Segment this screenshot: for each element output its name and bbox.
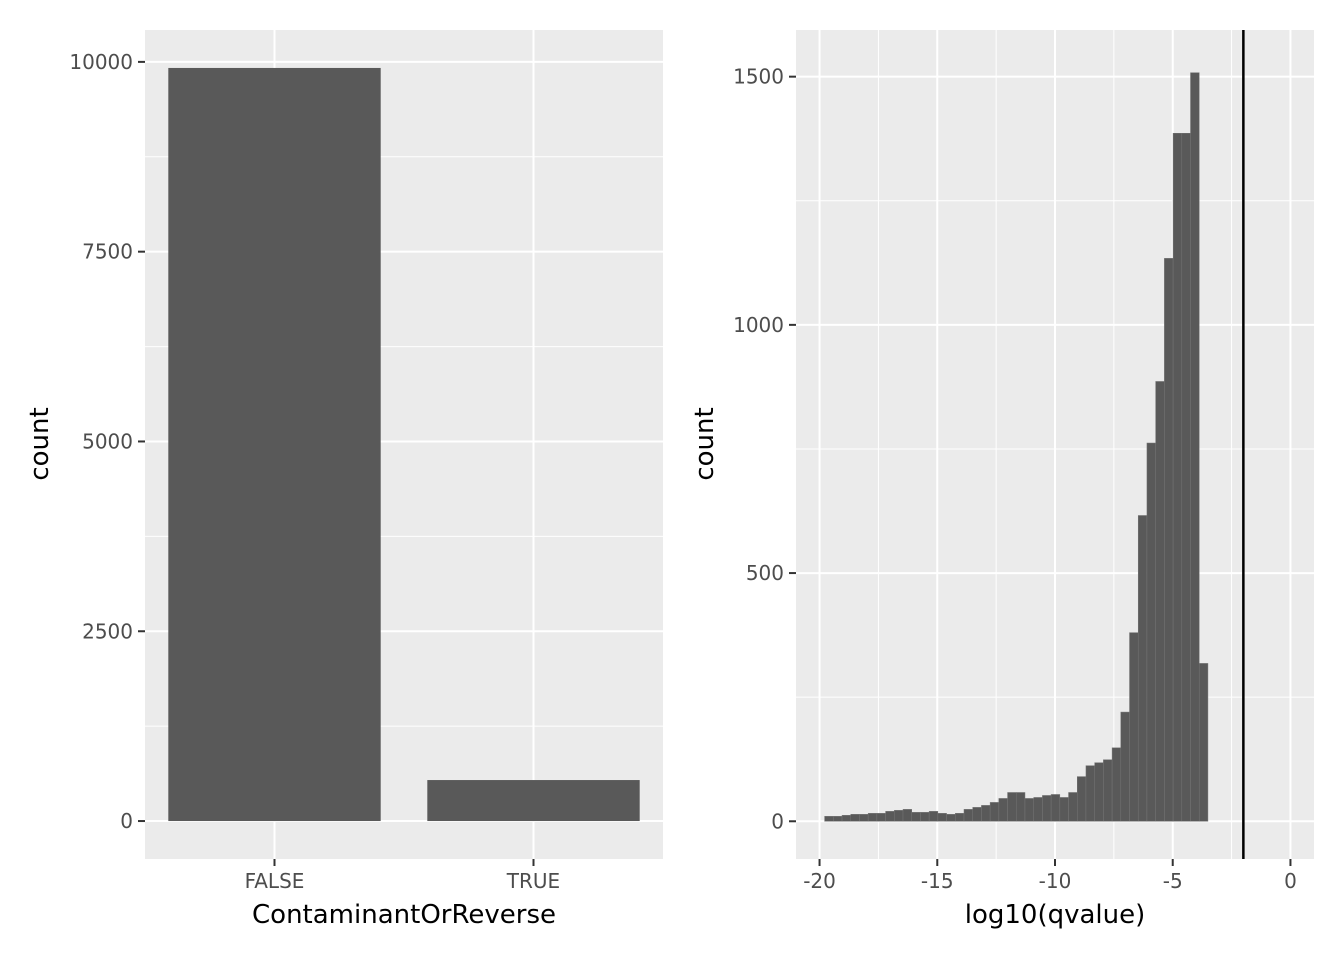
- histogram-bin: [1155, 381, 1165, 822]
- x-tick-label: -20: [803, 869, 836, 893]
- histogram-bin: [946, 814, 956, 822]
- y-tick-label: 0: [771, 809, 784, 833]
- y-axis-ticks: 0 2500 5000 7500 10000: [69, 50, 145, 833]
- histogram-bin: [850, 814, 860, 822]
- x-axis-title: log10(qvalue): [965, 900, 1146, 930]
- histogram-bin: [885, 811, 895, 822]
- histogram-bin: [1068, 792, 1078, 822]
- histogram-bin: [1016, 792, 1026, 822]
- y-tick-label: 0: [120, 809, 133, 833]
- histogram-bin: [981, 805, 991, 822]
- bar-chart-panel: 0 2500 5000 7500 10000 FALSE TRUE Contaminant…: [25, 30, 663, 930]
- histogram-bin: [1042, 795, 1052, 822]
- y-axis-title: count: [25, 407, 55, 480]
- histogram-bin: [1172, 133, 1183, 822]
- x-tick-label: 0: [1284, 869, 1297, 893]
- bars: [168, 67, 640, 822]
- histogram-bin: [1164, 258, 1174, 822]
- histogram-bin: [972, 807, 982, 822]
- histogram-bin: [1007, 792, 1017, 822]
- histogram-bin: [894, 810, 904, 822]
- histogram-bin: [1077, 776, 1087, 822]
- y-tick-label: 1000: [733, 313, 784, 337]
- y-tick-label: 5000: [82, 429, 133, 453]
- histogram-bin: [920, 812, 930, 822]
- histogram-bin: [1085, 765, 1095, 822]
- histogram-bin: [876, 813, 886, 822]
- x-tick-label: -10: [1039, 869, 1072, 893]
- histogram-bin: [859, 814, 869, 822]
- x-tick-label: TRUE: [506, 869, 560, 893]
- y-tick-label: 10000: [69, 50, 133, 74]
- histogram-bin: [937, 813, 947, 822]
- histogram-bin: [1190, 72, 1200, 822]
- histogram-bin: [1103, 759, 1113, 822]
- histogram-bars: [824, 72, 1209, 822]
- y-tick-label: 2500: [82, 619, 133, 643]
- y-tick-label: 1500: [733, 65, 784, 89]
- histogram-bin: [1181, 133, 1191, 822]
- histogram-bin: [1146, 442, 1156, 822]
- histogram-bin: [1050, 794, 1061, 822]
- x-tick-label: -15: [921, 869, 954, 893]
- histogram-bin: [955, 813, 965, 822]
- bar-false: [168, 67, 381, 822]
- y-tick-label: 500: [746, 561, 784, 585]
- x-axis-ticks: -20 -15 -10 -5 0: [803, 859, 1297, 893]
- histogram-bin: [1137, 515, 1148, 822]
- x-tick-label: -5: [1163, 869, 1183, 893]
- histogram-bin: [928, 811, 939, 822]
- histogram-bin: [833, 816, 843, 822]
- histogram-bin: [1198, 663, 1209, 822]
- x-axis-ticks: FALSE TRUE: [245, 859, 560, 893]
- histogram-bin: [911, 812, 921, 822]
- x-axis-title: ContaminantOrReverse: [252, 900, 556, 930]
- histogram-bin: [1111, 747, 1122, 822]
- histogram-bin: [824, 816, 834, 822]
- histogram-bin: [963, 809, 973, 822]
- y-axis-ticks: 0 500 1000 1500: [733, 65, 796, 833]
- histogram-bin: [1033, 797, 1043, 822]
- bar-true: [427, 780, 640, 822]
- y-tick-label: 7500: [82, 240, 133, 264]
- x-tick-label: FALSE: [245, 869, 305, 893]
- histogram-bin: [1129, 632, 1139, 822]
- histogram-bin: [1024, 798, 1034, 822]
- histogram-bin: [841, 815, 851, 822]
- histogram-bin: [989, 802, 1000, 822]
- histogram-bin: [998, 798, 1008, 822]
- histogram-bin: [902, 809, 912, 822]
- histogram-bin: [1059, 797, 1069, 822]
- histogram-bin: [867, 813, 878, 822]
- y-axis-title: count: [690, 407, 720, 480]
- histogram-bin: [1094, 762, 1104, 822]
- histogram-bin: [1120, 711, 1130, 822]
